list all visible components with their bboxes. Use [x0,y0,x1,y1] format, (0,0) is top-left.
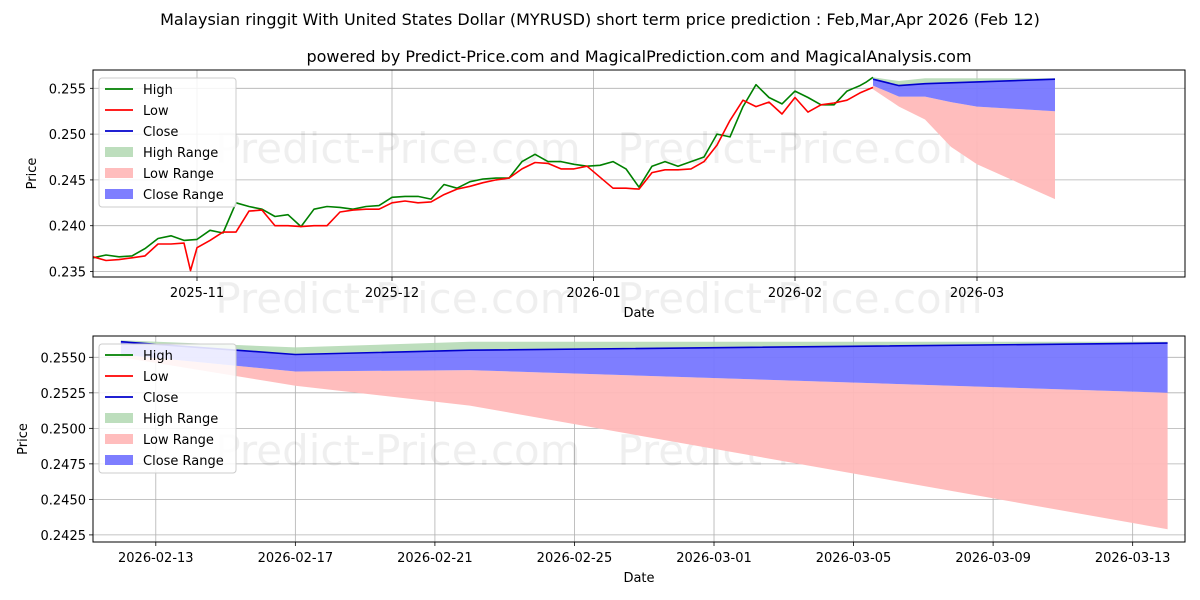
legend-high-range-swatch [105,413,133,423]
x-axis-label: Date [623,306,654,321]
y-tick-label: 0.2475 [41,458,87,473]
legend-low-label: Low [143,104,169,119]
y-tick-label: 0.2450 [41,493,87,508]
chart-subtitle: powered by Predict-Price.com and Magical… [306,47,971,66]
x-tick-label: 2026-01 [566,286,620,301]
x-tick-label: 2026-03-01 [676,551,752,566]
high-series-line [92,76,874,259]
x-tick-label: 2026-02-21 [397,551,473,566]
y-tick-label: 0.2525 [41,387,87,402]
y-tick-label: 0.245 [49,174,86,189]
x-tick-label: 2025-12 [365,286,419,301]
legend: High Low Close High Range Low Range Close Ran… [98,343,237,474]
y-tick-label: 0.2550 [41,351,87,366]
y-tick-label: 0.235 [49,266,86,281]
watermark: Predict-Price.com [215,426,580,475]
legend-high-range-swatch [105,147,133,157]
watermark: Predict-Price.com [617,124,982,173]
x-tick-label: 2026-02-17 [258,551,334,566]
legend-close-range-swatch [105,189,133,199]
legend-high-range-label: High Range [143,146,218,161]
y-tick-label: 0.250 [49,128,86,143]
top-chart-panel: Predict-Price.com Predict-Price.com Predic… [25,69,1186,323]
watermark: Predict-Price.com [215,274,580,323]
x-axis-label: Date [623,571,654,586]
x-tick-label: 2026-03-13 [1095,551,1171,566]
low-range-band [873,85,1055,200]
legend-low-label: Low [143,370,169,385]
legend-box [98,77,237,208]
watermark: Predict-Price.com [215,124,580,173]
bottom-chart-panel: Predict-Price.comPredict-Price.com0.2425… [16,335,1186,586]
legend-box [98,343,237,474]
legend-low-range-label: Low Range [143,433,214,448]
legend-low-range-label: Low Range [143,167,214,182]
legend-low-range-swatch [105,168,133,178]
x-tick-label: 2026-03-09 [955,551,1031,566]
legend-high-label: High [143,83,173,98]
close-range-band [120,341,1168,393]
legend-high-range-label: High Range [143,412,218,427]
x-tick-label: 2026-02-13 [118,551,194,566]
legend-close-label: Close [143,125,178,140]
x-tick-label: 2026-02-25 [537,551,613,566]
y-axis-label: Price [16,423,31,455]
close-series-line [872,78,1056,87]
x-tick-label: 2026-03-05 [816,551,892,566]
legend-close-label: Close [143,391,178,406]
y-tick-label: 0.2425 [41,529,87,544]
plot-frame [92,69,1186,278]
legend-high-label: High [143,349,173,364]
x-tick-label: 2025-11 [170,286,224,301]
legend-low-range-swatch [105,434,133,444]
y-tick-label: 0.2500 [41,422,87,437]
legend: High Low Close High Range Low Range Close Ran… [98,77,237,208]
close-range-band [873,79,1055,112]
plot-frame [92,335,1186,543]
y-tick-label: 0.240 [49,220,86,235]
low-series-line [92,86,874,272]
y-axis-label: Price [25,158,40,190]
watermark: Predict-Price.com [617,274,982,323]
legend-close-range-swatch [105,455,133,465]
x-tick-label: 2026-03 [950,286,1004,301]
legend-close-range-label: Close Range [143,454,224,469]
high-range-band [120,340,1168,355]
legend-close-range-label: Close Range [143,188,224,203]
y-tick-label: 0.255 [49,82,86,97]
chart-title: Malaysian ringgit With United States Dol… [160,10,1040,29]
low-range-band [120,354,1168,530]
x-tick-label: 2026-02 [768,286,822,301]
